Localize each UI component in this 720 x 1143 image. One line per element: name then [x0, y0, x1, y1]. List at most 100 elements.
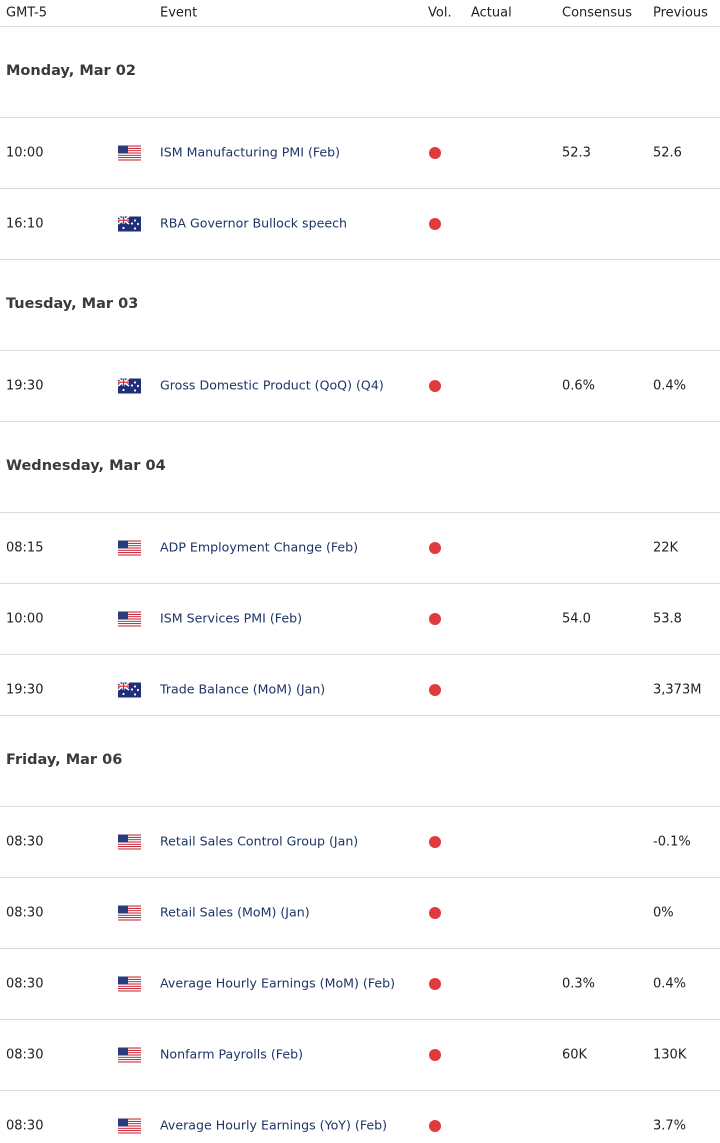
header-event: Event [160, 6, 197, 21]
event-previous: 3.7% [653, 1119, 686, 1134]
flag-stripe [118, 981, 141, 983]
event-time: 08:30 [6, 977, 43, 992]
flag-stripe [118, 152, 141, 154]
flag-canton [118, 611, 128, 620]
flag-stripe [118, 835, 141, 837]
volatility-dot [429, 147, 441, 159]
flag-stripe [118, 541, 141, 543]
flag-canton [118, 540, 128, 549]
flag-stripe [118, 1061, 141, 1063]
flag-stripe [118, 617, 141, 619]
flag-stripe [118, 621, 141, 624]
flag-stripe [118, 840, 141, 842]
event-previous: 53.8 [653, 612, 682, 627]
flag-stripe [118, 151, 141, 153]
flag-stripe [118, 989, 141, 991]
flag-stripe [118, 545, 141, 547]
flag-stripe [118, 978, 141, 980]
flag-star [133, 381, 137, 384]
flag-stripe [118, 612, 141, 614]
event-time: 19:30 [6, 379, 43, 394]
event-time: 19:30 [6, 683, 43, 698]
flag-stripe [118, 154, 141, 156]
flag-stripe [118, 1128, 141, 1131]
flag-stripe [118, 844, 141, 847]
event-previous: -0.1% [653, 835, 691, 850]
header-vol: Vol. [428, 6, 452, 21]
event-name: ISM Services PMI (Feb) [160, 611, 302, 626]
day-header: Monday, Mar 02 [6, 63, 136, 79]
flag-au [117, 377, 141, 394]
flag-stripe [118, 620, 141, 622]
volatility-dot [429, 836, 441, 848]
flag-stripe [118, 625, 141, 627]
flag-stripe [118, 977, 141, 979]
flag-stripe [118, 1052, 141, 1054]
flag-us [118, 540, 141, 556]
flag-au [117, 681, 141, 698]
event-time: 08:30 [6, 1119, 43, 1134]
event-consensus: 0.6% [562, 379, 595, 394]
flag-stripe [118, 910, 141, 912]
flag-star [130, 688, 134, 691]
flag-stripe [118, 988, 141, 990]
flag-stripe [118, 834, 141, 836]
event-consensus: 52.3 [562, 146, 591, 161]
header-actual: Actual [471, 6, 512, 21]
event-name: Average Hourly Earnings (YoY) (Feb) [160, 1118, 387, 1133]
flag-stripe [118, 1131, 141, 1133]
flag-stripe [118, 907, 141, 909]
flag-stripe [118, 613, 141, 615]
event-name: Gross Domestic Product (QoQ) (Q4) [160, 378, 384, 393]
flag-canton [118, 834, 128, 843]
flag-stripe [118, 836, 141, 838]
flag-stripe [118, 1121, 141, 1124]
flag-stripe [118, 549, 141, 551]
flag-stripe [118, 914, 141, 916]
flag-stripe [118, 1124, 141, 1126]
flag-star [133, 227, 137, 230]
flag-stripe [118, 543, 141, 546]
flag-stripe [118, 843, 141, 845]
header-consensus: Consensus [562, 6, 632, 21]
event-consensus: 60K [562, 1048, 588, 1063]
event-previous: 3,373M [653, 683, 701, 698]
volatility-dot [429, 218, 441, 230]
flag-stripe [118, 905, 141, 907]
flag-canton [118, 905, 128, 914]
event-name: Average Hourly Earnings (MoM) (Feb) [160, 976, 395, 991]
flag-stripe [118, 1119, 141, 1121]
volatility-dot [429, 613, 441, 625]
flag-canton [118, 1118, 128, 1127]
event-time: 08:30 [6, 835, 43, 850]
flag-stripe [118, 908, 141, 911]
flag-us [118, 976, 141, 992]
flag-stripe [118, 145, 141, 147]
flag-au [117, 215, 141, 232]
flag-stripe [118, 542, 141, 544]
flag-stripe [118, 919, 141, 921]
flag-stripe [118, 550, 141, 553]
flag-star [133, 685, 137, 688]
day-header: Tuesday, Mar 03 [6, 296, 138, 312]
flag-stripe [118, 841, 141, 843]
flag-canton [118, 976, 128, 985]
flag-stripe [118, 915, 141, 918]
flag-stripe [118, 624, 141, 626]
flag-stripe [118, 906, 141, 908]
flag-stripe [118, 1127, 141, 1129]
flag-stripe [118, 976, 141, 978]
flag-stripe [118, 623, 141, 625]
flag-stripe [118, 1132, 141, 1134]
flag-stripe [118, 618, 141, 620]
flag-star [133, 219, 137, 222]
flag-stripe [118, 552, 141, 554]
flag-stripe [118, 1050, 141, 1053]
flag-stripe [118, 985, 141, 987]
volatility-dot [429, 542, 441, 554]
flag-stripe [118, 1060, 141, 1062]
event-previous: 130K [653, 1048, 687, 1063]
flag-stripe [118, 540, 141, 542]
header-previous: Previous [653, 6, 708, 21]
